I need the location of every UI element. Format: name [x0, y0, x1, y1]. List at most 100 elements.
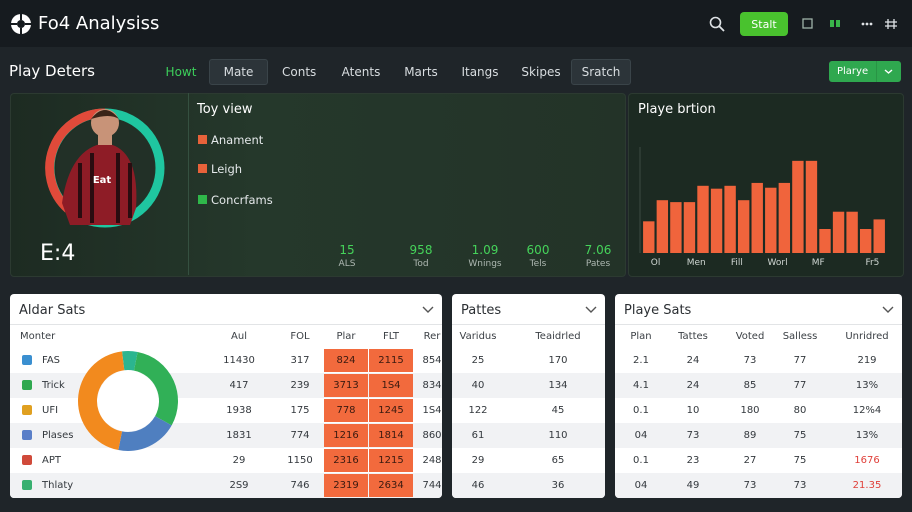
table-cell: 13% [855, 430, 879, 441]
stat-value: 15 [339, 243, 355, 257]
highlight-cell [324, 349, 368, 372]
table-cell: 29 [232, 455, 246, 466]
nav-tab[interactable]: Marts [404, 65, 438, 79]
table-cell: 73 [743, 355, 757, 366]
nav-tab[interactable]: Atents [341, 65, 381, 79]
nav-tab[interactable]: Conts [282, 65, 317, 79]
table-cell: 0.1 [633, 455, 649, 466]
stat-value: 7.06 [584, 243, 612, 257]
table-cell: 2319 [333, 480, 359, 491]
table-cell: 1245 [378, 405, 404, 416]
table-cell: 04 [634, 430, 648, 441]
tab-box[interactable] [571, 59, 631, 85]
column-header: Varidus [459, 331, 497, 342]
table-row [452, 398, 605, 423]
dropdown-arrow[interactable] [876, 61, 901, 82]
table-cell: 45 [551, 405, 565, 416]
donut-segment [133, 351, 178, 426]
column-header: FOL [290, 331, 310, 342]
table-row [615, 398, 902, 423]
donut-segment [122, 351, 138, 371]
collapse-chevron[interactable] [882, 306, 894, 314]
stat-label: Wnings [468, 259, 502, 269]
donut-segment [78, 351, 125, 451]
table-row [452, 373, 605, 398]
highlight-cell [324, 474, 368, 497]
table-cell: 1S4 [381, 380, 401, 391]
column-header: Plar [336, 331, 356, 342]
bar [859, 229, 872, 253]
bar [846, 211, 858, 253]
x-tick-label: Worl [768, 258, 788, 268]
table-cell: 12%4 [852, 405, 882, 416]
collapse-chevron[interactable] [422, 306, 434, 314]
player-button-label[interactable]: Plarye [837, 66, 869, 77]
highlight-cell [369, 349, 413, 372]
legend-label: Concrfams [211, 193, 273, 207]
table-cell: 27 [743, 455, 757, 466]
table-row [452, 448, 605, 473]
search-icon[interactable] [709, 16, 725, 32]
row-icon [22, 405, 32, 415]
table-row [615, 473, 902, 498]
table-cell: 40 [471, 380, 485, 391]
table-cell: 2634 [378, 480, 404, 491]
table-cell: Trick [42, 380, 65, 391]
column-header: Aul [231, 331, 247, 342]
tab-box[interactable] [209, 59, 268, 85]
chart-title: Playe brtion [638, 102, 716, 117]
table-cell: 854 [422, 355, 442, 366]
table-cell: 1215 [378, 455, 404, 466]
toolbar-icons[interactable] [800, 16, 900, 32]
collapse-chevron[interactable] [585, 306, 597, 314]
bar [792, 160, 804, 253]
table-cell: 317 [290, 355, 310, 366]
table-cell: 04 [634, 480, 648, 491]
chevron [585, 306, 597, 313]
table-cell: 0.1 [633, 405, 649, 416]
highlight-cell [369, 474, 413, 497]
highlight-cell [369, 399, 413, 422]
table-cell: 1831 [226, 430, 252, 441]
start-button[interactable] [740, 12, 788, 36]
table-row [452, 473, 605, 498]
divider [188, 93, 189, 275]
table-cell: 744 [422, 480, 442, 491]
chevron [422, 306, 434, 313]
bar [765, 187, 777, 253]
table-row [615, 348, 902, 373]
table-cell: 61 [471, 430, 485, 441]
table-cell: 75 [793, 430, 807, 441]
column-header: Plan [630, 331, 652, 342]
table-cell: 77 [793, 355, 807, 366]
start-button-label[interactable]: Stalt [751, 18, 777, 31]
highlight-cell [324, 374, 368, 397]
nav-tab[interactable]: Sratch [581, 65, 621, 79]
x-tick-label: Ol [651, 258, 661, 268]
row-icon [22, 380, 32, 390]
bar [819, 229, 831, 253]
table-cell: 36 [551, 480, 565, 491]
table-cell: 80 [793, 405, 807, 416]
table-cell: UFI [42, 405, 59, 416]
table-cell: 3713 [333, 380, 359, 391]
logo: Fo4 Analysiss [38, 13, 160, 34]
player-button[interactable] [829, 61, 901, 82]
table-cell: 122 [468, 405, 488, 416]
table-cell: 778 [336, 405, 356, 416]
table-cell: 4.1 [633, 380, 649, 391]
table-cell: 175 [290, 405, 310, 416]
table-cell: 180 [740, 405, 760, 416]
nav-tab[interactable]: Itangs [461, 65, 499, 79]
nav-tab[interactable]: Skipes [521, 65, 561, 79]
table-cell: 2S9 [229, 480, 249, 491]
chevron [882, 306, 894, 313]
nav-tab[interactable]: Mate [223, 65, 254, 79]
x-tick-label: Fr5 [865, 258, 879, 268]
nav-tab[interactable]: Howt [165, 65, 197, 79]
column-header: Teaidrled [535, 331, 581, 342]
page-title: Play Deters [9, 62, 95, 80]
table-cell: 73 [793, 480, 807, 491]
highlight-cell [324, 399, 368, 422]
table-cell: 65 [551, 455, 565, 466]
